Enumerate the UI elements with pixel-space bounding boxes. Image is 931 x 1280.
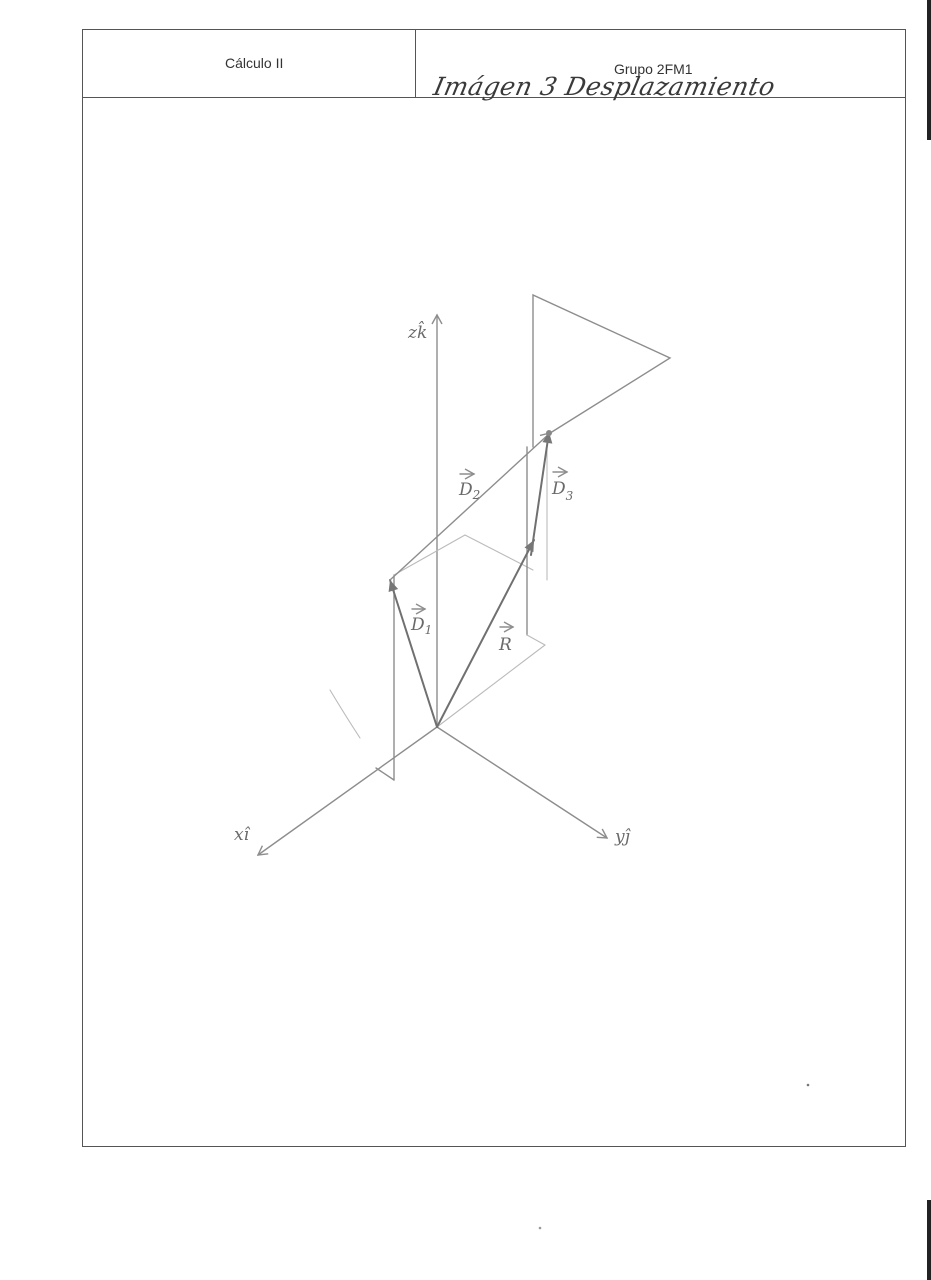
- x-axis-label: xî: [234, 825, 251, 845]
- label-r: R: [498, 621, 515, 655]
- base-projection-guide-2: [526, 634, 546, 646]
- vector-r: [436, 539, 535, 728]
- label-d2: D2: [458, 468, 480, 502]
- vector-d1: [388, 579, 438, 728]
- svg-text:D1: D1: [410, 615, 432, 637]
- endpoint-dot: [546, 430, 552, 436]
- y-axis-label: yĵ: [614, 827, 632, 847]
- group-name: Grupo 2FM1: [614, 61, 693, 77]
- base-projection-guide: [436, 644, 546, 728]
- worksheet-frame: Cálculo II Grupo 2FM1 Imágen 3 Desplazam…: [82, 29, 906, 1147]
- svg-text:D3: D3: [551, 479, 574, 503]
- eraser-smudge: [329, 689, 361, 739]
- mid-parallel-guide: [393, 534, 466, 576]
- header-cell-course: Cálculo II: [83, 30, 416, 97]
- label-d3: D3: [551, 466, 574, 503]
- scan-edge-top: [927, 0, 931, 140]
- upper-triangle-shape: [532, 293, 672, 448]
- header-cell-group: Grupo 2FM1 Imágen 3 Desplazamiento: [416, 30, 905, 101]
- mid-parallel-guide-2: [464, 534, 534, 571]
- scan-edge-bottom: [927, 1200, 931, 1280]
- x-offset-guide: [375, 767, 395, 781]
- svg-text:D2: D2: [458, 480, 480, 502]
- vector-d3: [530, 431, 553, 556]
- x-axis-line: [256, 726, 438, 856]
- vector-d2: [389, 432, 552, 581]
- y-axis-line: [436, 726, 609, 839]
- worksheet-header: Cálculo II Grupo 2FM1 Imágen 3 Desplazam…: [83, 30, 905, 101]
- course-name: Cálculo II: [225, 55, 284, 71]
- stray-dot: [806, 1083, 810, 1087]
- svg-text:R: R: [498, 635, 512, 655]
- stray-dot-2: [538, 1226, 542, 1230]
- label-d1: D1: [410, 603, 432, 637]
- z-axis-label: zk̂: [407, 321, 427, 343]
